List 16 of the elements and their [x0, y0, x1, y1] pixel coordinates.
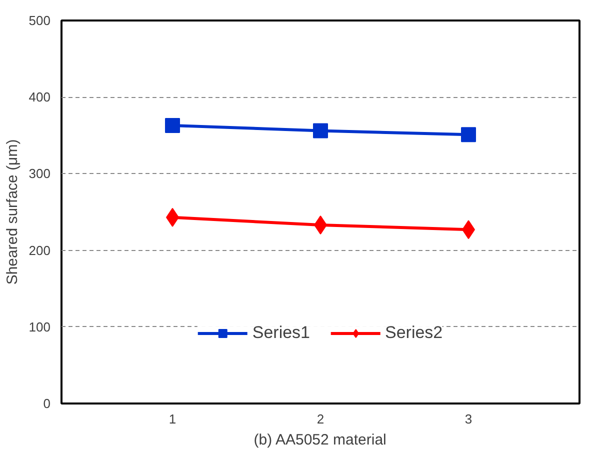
x-axis-title: (b) AA5052 material: [254, 432, 386, 448]
point: [461, 127, 476, 142]
point: [165, 118, 180, 133]
y-tick-label: 500: [28, 13, 51, 28]
y-tick-label: 400: [28, 90, 51, 105]
point: [313, 123, 328, 138]
y-tick-label: 200: [28, 242, 51, 258]
y-tick-label: 300: [28, 166, 51, 182]
y-tick-label: 0: [43, 396, 51, 411]
x-tick-label: 1: [168, 412, 176, 426]
legend-label: Series1: [252, 323, 310, 343]
x-tick-label: 3: [464, 412, 472, 426]
x-tick-label: 2: [316, 412, 324, 426]
legend-label: Series2: [385, 323, 443, 343]
y-axis-title: Sheared surface (μm): [4, 139, 21, 285]
y-tick-label: 100: [28, 319, 51, 334]
